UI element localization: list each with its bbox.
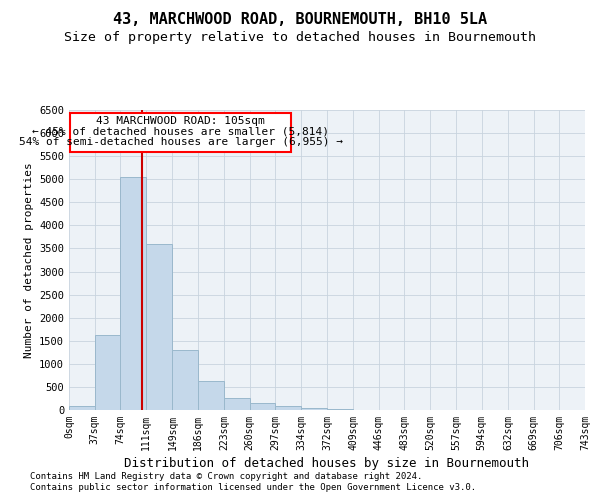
X-axis label: Distribution of detached houses by size in Bournemouth: Distribution of detached houses by size … — [125, 457, 530, 470]
Bar — [95, 335, 121, 410]
Bar — [301, 408, 326, 410]
Y-axis label: Number of detached properties: Number of detached properties — [23, 162, 34, 358]
Text: Contains public sector information licensed under the Open Government Licence v3: Contains public sector information licen… — [30, 484, 476, 492]
Text: 54% of semi-detached houses are larger (6,955) →: 54% of semi-detached houses are larger (… — [19, 137, 343, 147]
Text: 43 MARCHWOOD ROAD: 105sqm: 43 MARCHWOOD ROAD: 105sqm — [97, 116, 265, 126]
Text: Contains HM Land Registry data © Crown copyright and database right 2024.: Contains HM Land Registry data © Crown c… — [30, 472, 422, 481]
Text: Size of property relative to detached houses in Bournemouth: Size of property relative to detached ho… — [64, 31, 536, 44]
Bar — [250, 402, 275, 410]
FancyBboxPatch shape — [70, 113, 291, 152]
Bar — [224, 398, 250, 410]
Bar — [275, 406, 301, 410]
Bar — [328, 409, 353, 410]
Bar — [69, 406, 95, 410]
Bar — [172, 350, 198, 410]
Text: 43, MARCHWOOD ROAD, BOURNEMOUTH, BH10 5LA: 43, MARCHWOOD ROAD, BOURNEMOUTH, BH10 5L… — [113, 12, 487, 28]
Bar — [198, 382, 224, 410]
Text: ← 45% of detached houses are smaller (5,814): ← 45% of detached houses are smaller (5,… — [32, 126, 329, 136]
Bar — [146, 244, 172, 410]
Bar — [121, 177, 146, 410]
